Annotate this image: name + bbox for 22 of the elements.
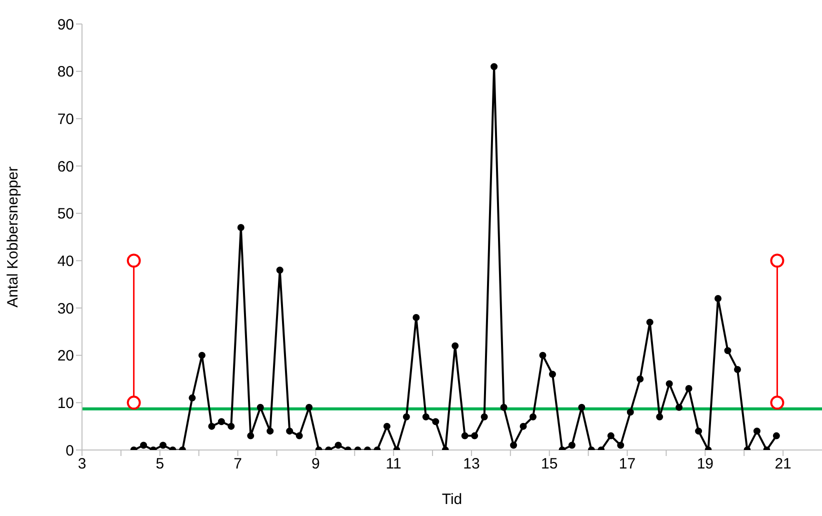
y-tick-label: 60 <box>57 158 74 176</box>
x-tick-label: 21 <box>774 456 792 473</box>
x-tick-label: 9 <box>312 456 320 473</box>
x-tick-label: 13 <box>463 456 480 473</box>
y-tick-label: 0 <box>66 442 74 460</box>
y-tick-label: 70 <box>57 110 74 128</box>
x-tick-label: 17 <box>618 456 636 473</box>
x-tick-label: 11 <box>386 456 402 473</box>
x-tick-label: 15 <box>541 456 558 473</box>
x-tick-label: 5 <box>156 456 164 473</box>
y-tick-label: 80 <box>57 64 74 81</box>
x-tick-label: 7 <box>234 456 242 473</box>
y-tick-label: 90 <box>57 16 74 34</box>
y-tick-label: 30 <box>57 300 74 318</box>
y-tick-label: 50 <box>57 206 74 223</box>
y-tick-label: 40 <box>57 252 74 270</box>
x-tick-label: 3 <box>78 456 86 473</box>
x-axis-title: Tid <box>442 491 462 508</box>
y-tick-label: 20 <box>57 348 74 365</box>
x-tick-label: 19 <box>696 456 714 473</box>
y-tick-label: 10 <box>57 394 74 412</box>
y-axis-title: Antal Kobbersnepper <box>4 166 22 308</box>
